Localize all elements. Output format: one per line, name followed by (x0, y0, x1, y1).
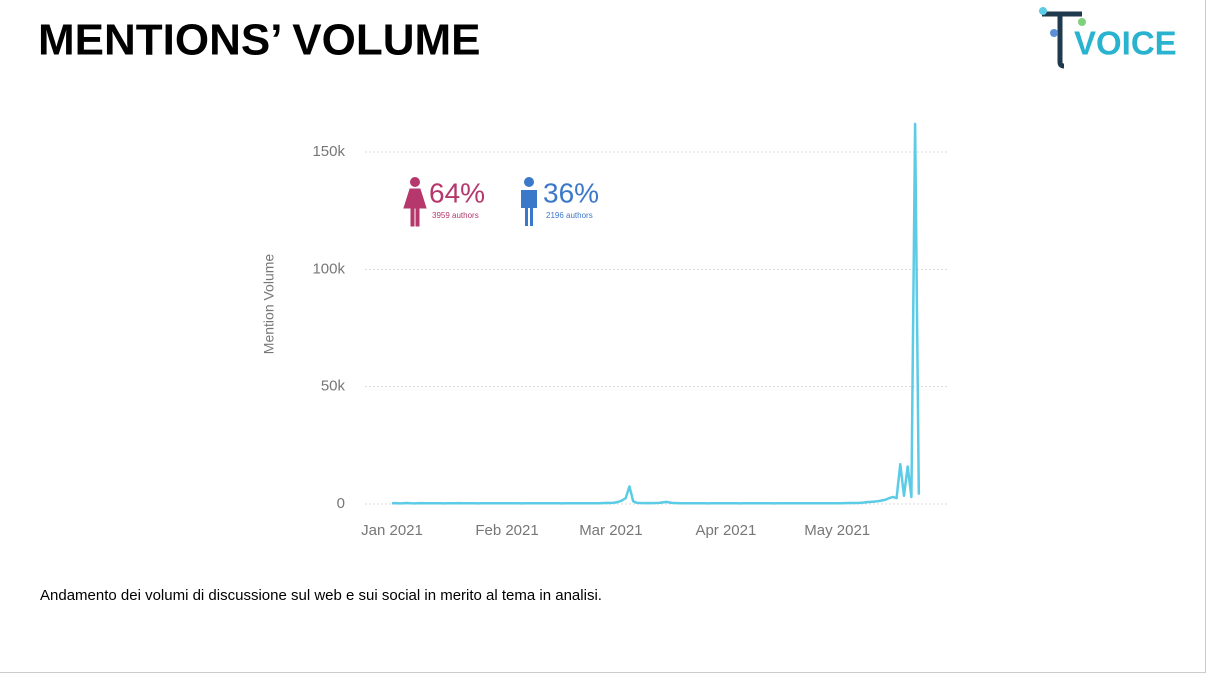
gender-percent: 64% (429, 177, 485, 208)
gender-percent: 36% (543, 177, 599, 208)
female-icon (403, 188, 427, 227)
gender-stat: 36% 2196 authors (521, 177, 599, 226)
x-tick-label: May 2021 (804, 522, 870, 539)
male-icon (524, 177, 534, 187)
gender-stat: 64% 3959 authors (403, 177, 485, 227)
caption: Andamento dei volumi di discussione sul … (40, 587, 602, 604)
y-tick-label: 50k (321, 378, 346, 395)
y-tick-label: 0 (337, 495, 345, 512)
y-axis-label: Mention Volume (261, 254, 277, 355)
x-tick-label: Feb 2021 (475, 522, 538, 539)
y-tick-label: 150k (312, 143, 345, 160)
x-tick-label: Mar 2021 (579, 522, 642, 539)
gender-authors: 3959 authors (432, 211, 479, 220)
line-series (391, 122, 921, 505)
x-tick-label: Jan 2021 (361, 522, 423, 539)
y-tick-label: 100k (312, 260, 345, 277)
slide-title: MENTIONS’ VOLUME (38, 16, 480, 65)
gender-authors: 2196 authors (546, 211, 593, 220)
male-icon (521, 190, 537, 226)
logo: VOICE (1039, 7, 1177, 69)
female-icon (410, 177, 420, 187)
x-tick-label: Apr 2021 (695, 522, 756, 539)
logo-text: VOICE (1074, 25, 1177, 62)
